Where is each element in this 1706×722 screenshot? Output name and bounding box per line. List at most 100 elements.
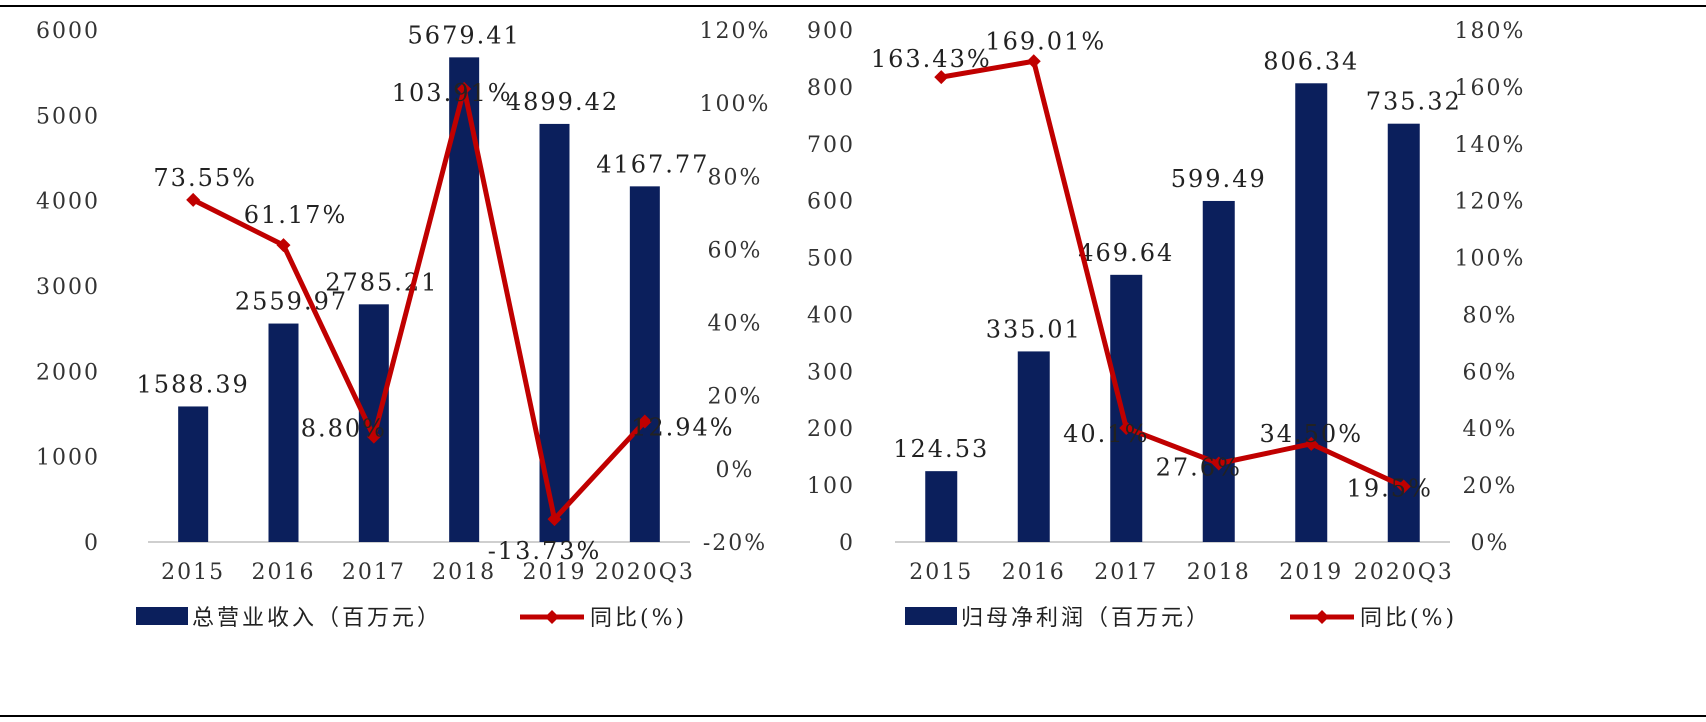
legend-line-marker xyxy=(545,610,559,624)
bar-data-label: 2559.97 xyxy=(235,288,348,316)
legend-bar-swatch xyxy=(905,607,957,625)
line-marker xyxy=(1026,54,1041,69)
legend-bar-label: 总营业收入（百万元） xyxy=(192,606,442,631)
left-axis-tick-label: 600 xyxy=(807,190,855,215)
line-data-label: 73.55% xyxy=(153,164,257,192)
line-data-label: 34.50% xyxy=(1259,420,1363,448)
bar xyxy=(629,186,660,543)
line-data-label: 12.94% xyxy=(631,414,735,442)
left-axis-tick-label: 3000 xyxy=(36,275,100,300)
category-label: 2019 xyxy=(523,560,587,585)
line-data-label: 27.6% xyxy=(1156,453,1242,481)
bar-data-label: 124.53 xyxy=(893,435,989,463)
right-axis-tick-label: 60% xyxy=(1463,360,1518,385)
bar-data-label: 4899.42 xyxy=(506,88,619,116)
left-axis-tick-label: 5000 xyxy=(36,104,100,129)
line-marker xyxy=(934,70,949,85)
category-label: 2018 xyxy=(1187,560,1251,585)
right-axis-tick-label: 120% xyxy=(700,19,771,44)
left-axis-tick-label: 500 xyxy=(807,247,855,272)
category-label: 2015 xyxy=(909,560,973,585)
legend-line-label: 同比(%) xyxy=(1360,606,1457,631)
right-axis-tick-label: 20% xyxy=(708,385,763,410)
left-axis-tick-label: 400 xyxy=(807,303,855,328)
line-data-label: 61.17% xyxy=(244,201,348,229)
bar-data-label: 1588.39 xyxy=(137,370,250,398)
right-axis-tick-label: 40% xyxy=(708,312,763,337)
right-axis-tick-label: 80% xyxy=(1463,303,1518,328)
line-data-label: 8.80% xyxy=(301,415,387,443)
net-profit-chart: 0 100 200 300 400 500 600 700 800 900 0% 20% 40% 60% 8… xyxy=(807,19,1526,631)
line-marker xyxy=(457,81,472,96)
right-axis-tick-label: 100% xyxy=(700,92,771,117)
right-axis-tick-label: 20% xyxy=(1463,474,1518,499)
left-axis-tick-label: 0 xyxy=(839,531,855,556)
line-data-label: 169.01% xyxy=(985,27,1106,55)
left-axis-tick-label: 900 xyxy=(807,19,855,44)
line-marker xyxy=(186,192,201,207)
right-axis-tick-label: -20% xyxy=(703,531,767,556)
left-axis-tick-label: 6000 xyxy=(36,19,100,44)
category-label: 2020Q3 xyxy=(1354,560,1454,585)
legend-bar-swatch xyxy=(136,607,188,625)
bar xyxy=(925,471,958,542)
line-data-label: 103.91% xyxy=(392,79,513,107)
category-label: 2019 xyxy=(1279,560,1343,585)
left-axis-tick-label: 1000 xyxy=(36,446,100,471)
line-data-label: -13.73% xyxy=(488,537,602,565)
bar-data-label: 4167.77 xyxy=(596,150,709,178)
right-axis-tick-label: 160% xyxy=(1455,76,1526,101)
category-label: 2017 xyxy=(342,560,406,585)
legend-bar-label: 归母净利润（百万元） xyxy=(961,606,1211,631)
right-axis-tick-label: 120% xyxy=(1455,190,1526,215)
left-axis-tick-label: 700 xyxy=(807,133,855,158)
bar xyxy=(178,406,209,542)
bar-data-label: 806.34 xyxy=(1263,47,1359,75)
line-marker xyxy=(1304,436,1319,451)
line-marker xyxy=(1396,479,1411,494)
line-marker xyxy=(547,512,562,527)
bar-data-label: 735.32 xyxy=(1366,88,1462,116)
bar xyxy=(1387,123,1420,542)
left-axis-tick-label: 2000 xyxy=(36,360,100,385)
line-data-label: 40.1% xyxy=(1063,420,1149,448)
left-axis-tick-label: 800 xyxy=(807,76,855,101)
right-axis-tick-label: 80% xyxy=(708,165,763,190)
bar xyxy=(1295,83,1328,542)
left-axis-tick-label: 300 xyxy=(807,360,855,385)
line-data-label: 163.43% xyxy=(871,45,992,73)
left-axis-tick-label: 200 xyxy=(807,417,855,442)
bar xyxy=(1202,200,1235,543)
bar-data-label: 469.64 xyxy=(1078,239,1174,267)
category-label: 2015 xyxy=(161,560,225,585)
line-marker xyxy=(1211,456,1226,471)
bar-data-label: 335.01 xyxy=(986,315,1082,343)
category-label: 2018 xyxy=(432,560,496,585)
bar-data-label: 2785.21 xyxy=(325,268,438,296)
line-data-label: 19.5% xyxy=(1347,475,1433,503)
legend-line-label: 同比(%) xyxy=(590,606,687,631)
right-axis-tick-label: 180% xyxy=(1455,19,1526,44)
line-marker xyxy=(637,414,652,429)
bar-data-label: 5679.41 xyxy=(408,21,521,49)
bar xyxy=(1110,274,1143,542)
revenue-chart: 0 1000 2000 3000 4000 5000 6000 -20% 0% 20% 40% 60%… xyxy=(36,19,771,631)
line-marker xyxy=(1119,420,1134,435)
category-label: 2016 xyxy=(252,560,316,585)
right-axis-tick-label: 140% xyxy=(1455,133,1526,158)
right-axis-tick-label: 40% xyxy=(1463,417,1518,442)
bar xyxy=(1017,351,1050,542)
legend-line-marker xyxy=(1315,610,1329,624)
bar-data-label: 599.49 xyxy=(1171,165,1267,193)
right-axis-tick-label: 0% xyxy=(1471,531,1510,556)
right-axis-tick-label: 0% xyxy=(716,458,755,483)
category-label: 2016 xyxy=(1002,560,1066,585)
bar xyxy=(358,304,389,542)
right-axis-tick-label: 100% xyxy=(1455,247,1526,272)
bar xyxy=(268,323,299,542)
yoy-line xyxy=(940,58,1405,489)
right-axis-tick-label: 60% xyxy=(708,238,763,263)
category-label: 2017 xyxy=(1094,560,1158,585)
left-axis-tick-label: 4000 xyxy=(36,190,100,215)
